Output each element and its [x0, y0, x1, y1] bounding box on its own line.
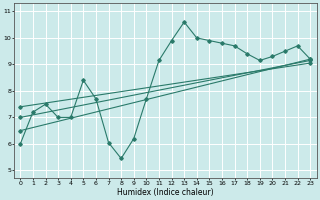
X-axis label: Humidex (Indice chaleur): Humidex (Indice chaleur) [117, 188, 213, 197]
